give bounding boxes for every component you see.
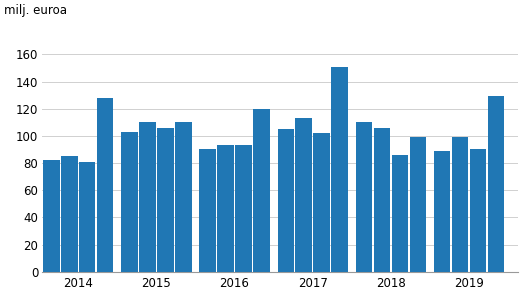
Bar xyxy=(79,162,95,272)
Bar xyxy=(488,97,504,272)
Bar xyxy=(235,146,252,272)
Bar xyxy=(61,156,78,272)
Bar xyxy=(470,149,486,272)
Text: milj. euroa: milj. euroa xyxy=(4,5,67,18)
Bar xyxy=(373,128,390,272)
Bar xyxy=(314,133,330,272)
Bar xyxy=(409,137,426,272)
Bar xyxy=(199,149,216,272)
Bar xyxy=(139,122,156,272)
Bar xyxy=(391,155,408,272)
Bar xyxy=(217,146,234,272)
Bar xyxy=(121,132,138,272)
Bar xyxy=(296,118,312,272)
Bar xyxy=(278,129,294,272)
Bar xyxy=(97,98,113,272)
Bar xyxy=(355,122,372,272)
Bar xyxy=(43,160,60,272)
Bar xyxy=(157,128,174,272)
Bar xyxy=(452,137,468,272)
Bar xyxy=(175,122,191,272)
Bar xyxy=(434,151,450,272)
Bar xyxy=(331,67,348,272)
Bar xyxy=(253,109,270,272)
